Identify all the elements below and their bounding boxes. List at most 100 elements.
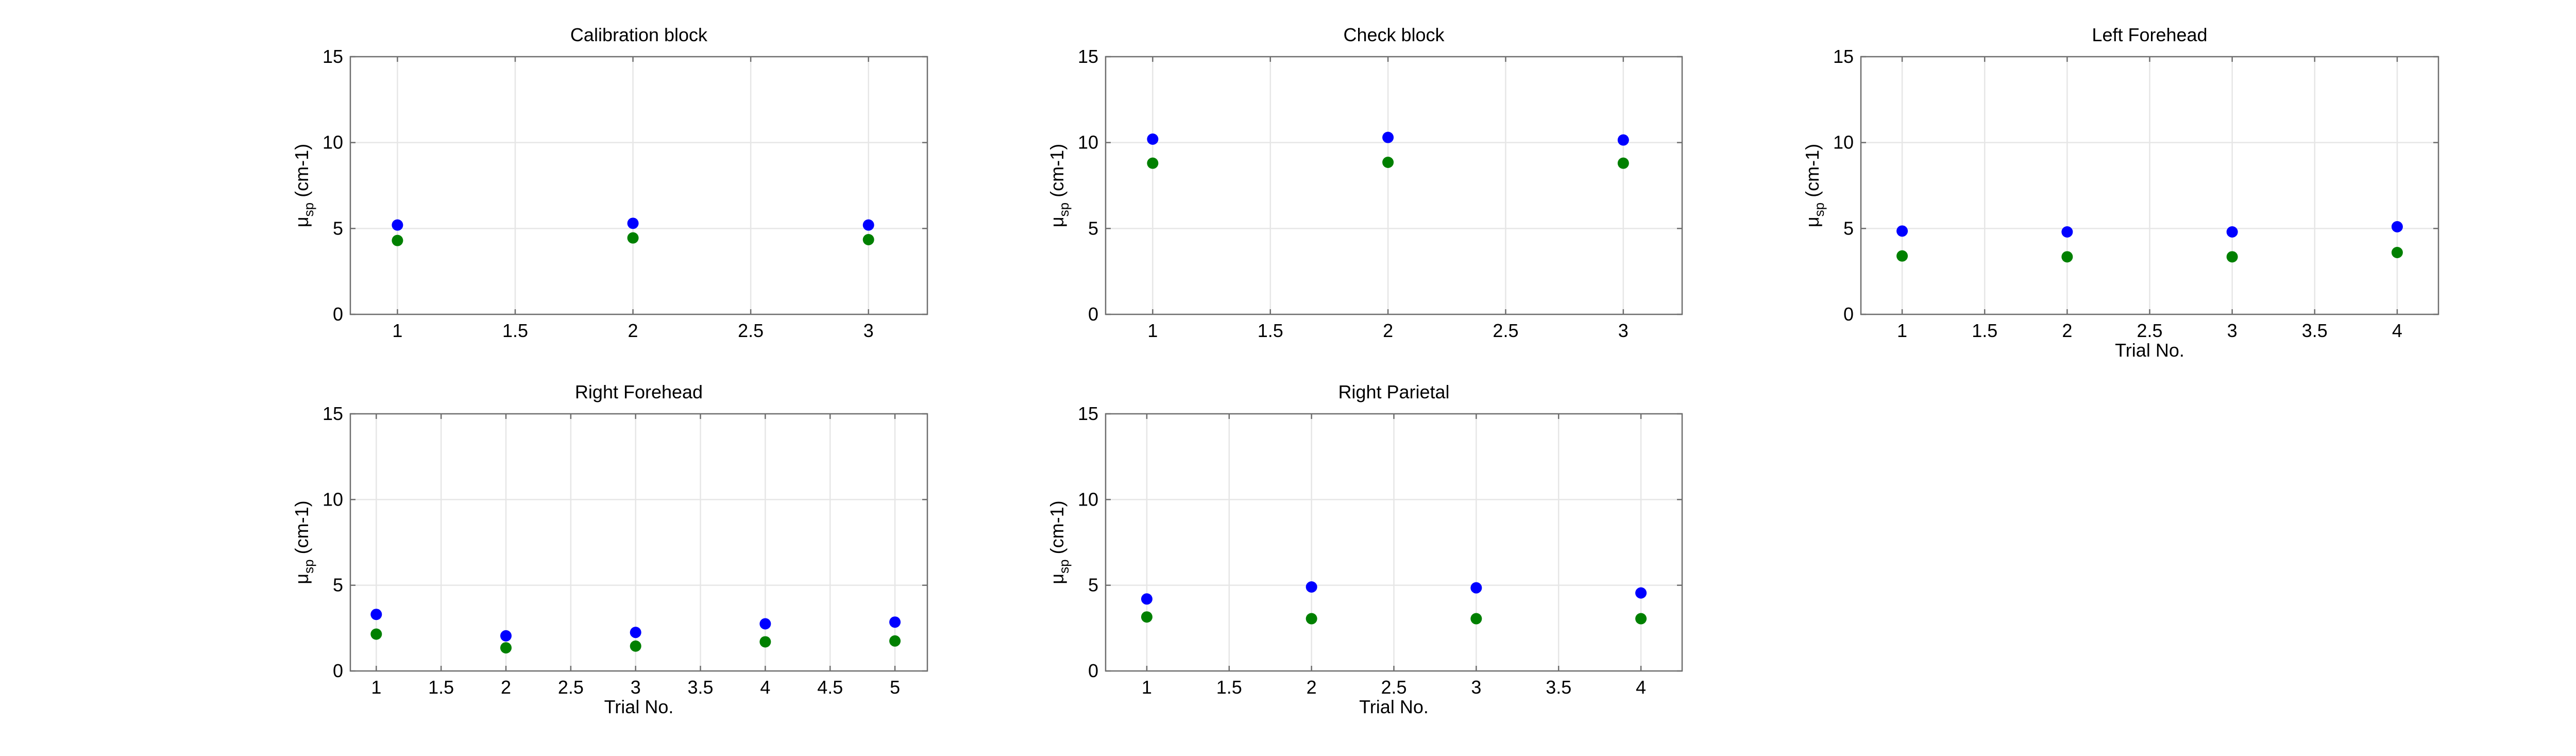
x-tick-label: 3	[2227, 320, 2238, 341]
data-series-2	[1141, 611, 1647, 625]
y-tick-label: 15	[323, 46, 343, 67]
x-tick-label: 1.5	[502, 320, 528, 341]
y-ticks: 0 5 10 15	[1078, 403, 1682, 681]
panel-right-forehead: Right Forehead μsp (cm-1) Trial No. 1 1.5…	[291, 381, 928, 717]
x-tick-label: 3.5	[2302, 320, 2328, 341]
svg-text:μsp (cm-1): μsp (cm-1)	[1046, 500, 1072, 584]
svg-text:μsp (cm-1): μsp (cm-1)	[1802, 144, 1827, 227]
data-point	[889, 635, 901, 647]
data-point	[1147, 133, 1159, 145]
y-axis-label-subscript: sp	[301, 559, 316, 573]
svg-text:μsp (cm-1): μsp (cm-1)	[291, 500, 316, 584]
y-tick-label: 5	[333, 575, 343, 596]
panel-title: Check block	[1343, 24, 1445, 45]
y-ticks: 0 5 10 15	[323, 403, 927, 681]
y-ticks: 0 5 10 15	[1078, 46, 1682, 325]
panel-title: Right Parietal	[1338, 381, 1449, 402]
data-series-1	[1147, 131, 1629, 146]
x-tick-label: 4	[2392, 320, 2402, 341]
panel-left-forehead: Left Forehead μsp (cm-1) Trial No. 1 1.5 2…	[1802, 24, 2439, 361]
data-point	[1306, 613, 1317, 625]
y-ticks: 0 5 10 15	[1833, 46, 2438, 325]
data-point	[500, 630, 512, 642]
y-axis-label-unit: (cm-1)	[291, 144, 312, 203]
data-point	[500, 642, 512, 654]
x-tick-label: 2.5	[1493, 320, 1518, 341]
y-tick-label: 10	[323, 132, 343, 153]
data-point	[1635, 587, 1647, 599]
data-point	[392, 234, 403, 246]
data-point	[1896, 225, 1908, 237]
x-tick-label: 1	[1142, 677, 1152, 698]
x-tick-label: 5	[890, 677, 900, 698]
data-point	[1470, 582, 1482, 594]
x-tick-label: 1.5	[1258, 320, 1283, 341]
panel-calibration-block: Calibration block μsp (cm-1) 1 1.5 2 2.5 3 0 5…	[291, 24, 928, 341]
x-tick-label: 4	[1636, 677, 1646, 698]
y-axis-label: μsp (cm-1)	[1046, 144, 1072, 227]
x-tick-label: 1	[1147, 320, 1158, 341]
axes-box	[1105, 56, 1683, 315]
y-axis-label: μsp (cm-1)	[291, 500, 316, 584]
data-series-2	[392, 232, 874, 246]
x-tick-label: 1	[392, 320, 402, 341]
y-tick-label: 0	[333, 304, 343, 325]
data-point	[627, 232, 639, 244]
axes-box	[349, 56, 928, 315]
y-tick-label: 15	[1833, 46, 1854, 67]
y-axis-label-symbol: μ	[1046, 216, 1067, 227]
x-axis-label: Trial No.	[1359, 696, 1429, 717]
y-axis-label-subscript: sp	[1056, 203, 1072, 216]
grid	[350, 57, 927, 314]
x-tick-label: 2	[501, 677, 511, 698]
data-point	[392, 219, 403, 231]
y-axis-label-unit: (cm-1)	[1802, 144, 1823, 203]
grid	[1861, 57, 2438, 314]
x-tick-label: 2.5	[2137, 320, 2162, 341]
data-series-2	[1896, 247, 2403, 263]
grid	[1106, 414, 1682, 671]
x-tick-label: 2.5	[738, 320, 764, 341]
svg-text:μsp (cm-1): μsp (cm-1)	[291, 144, 316, 227]
y-tick-label: 5	[333, 217, 343, 239]
data-series-1	[1896, 221, 2403, 238]
data-point	[759, 636, 771, 648]
data-point	[862, 234, 874, 245]
x-tick-label: 3	[631, 677, 641, 698]
y-tick-label: 5	[1088, 217, 1098, 239]
y-tick-label: 10	[1078, 132, 1098, 153]
data-point	[2061, 251, 2073, 263]
x-tick-label: 3	[863, 320, 874, 341]
data-series-2	[370, 628, 901, 654]
y-tick-label: 5	[1088, 575, 1098, 596]
y-axis-label-symbol: μ	[291, 574, 312, 584]
x-ticks: 1 1.5 2 2.5 3	[1147, 57, 1629, 341]
y-axis-label: μsp (cm-1)	[1802, 144, 1827, 227]
data-series-1	[370, 609, 901, 642]
panel-right-parietal: Right Parietal μsp (cm-1) Trial No. 1 1.5…	[1046, 381, 1683, 717]
x-tick-label: 4	[760, 677, 770, 698]
x-tick-label: 3	[1618, 320, 1629, 341]
y-axis-label-symbol: μ	[291, 216, 312, 227]
y-axis-label-subscript: sp	[1811, 203, 1827, 216]
y-tick-label: 10	[1078, 489, 1098, 510]
data-point	[1617, 134, 1629, 146]
x-tick-label: 4.5	[817, 677, 843, 698]
data-point	[1617, 157, 1629, 169]
data-point	[1470, 613, 1482, 625]
x-tick-label: 3.5	[688, 677, 714, 698]
x-axis-label: Trial No.	[604, 696, 674, 717]
x-tick-label: 3.5	[1546, 677, 1571, 698]
y-axis-label-subscript: sp	[301, 203, 316, 216]
x-ticks: 1 1.5 2 2.5 3 3.5 4 4.5 5	[371, 414, 900, 698]
data-point	[1635, 613, 1647, 625]
panel-check-block: Check block μsp (cm-1) 1 1.5 2 2.5 3 0 5 10 15	[1046, 24, 1683, 341]
y-tick-label: 10	[1833, 132, 1854, 153]
x-tick-label: 1.5	[428, 677, 454, 698]
x-axis-label: Trial No.	[2115, 340, 2184, 361]
x-tick-label: 2	[628, 320, 638, 341]
data-point	[2391, 221, 2403, 232]
x-tick-label: 1.5	[1216, 677, 1242, 698]
